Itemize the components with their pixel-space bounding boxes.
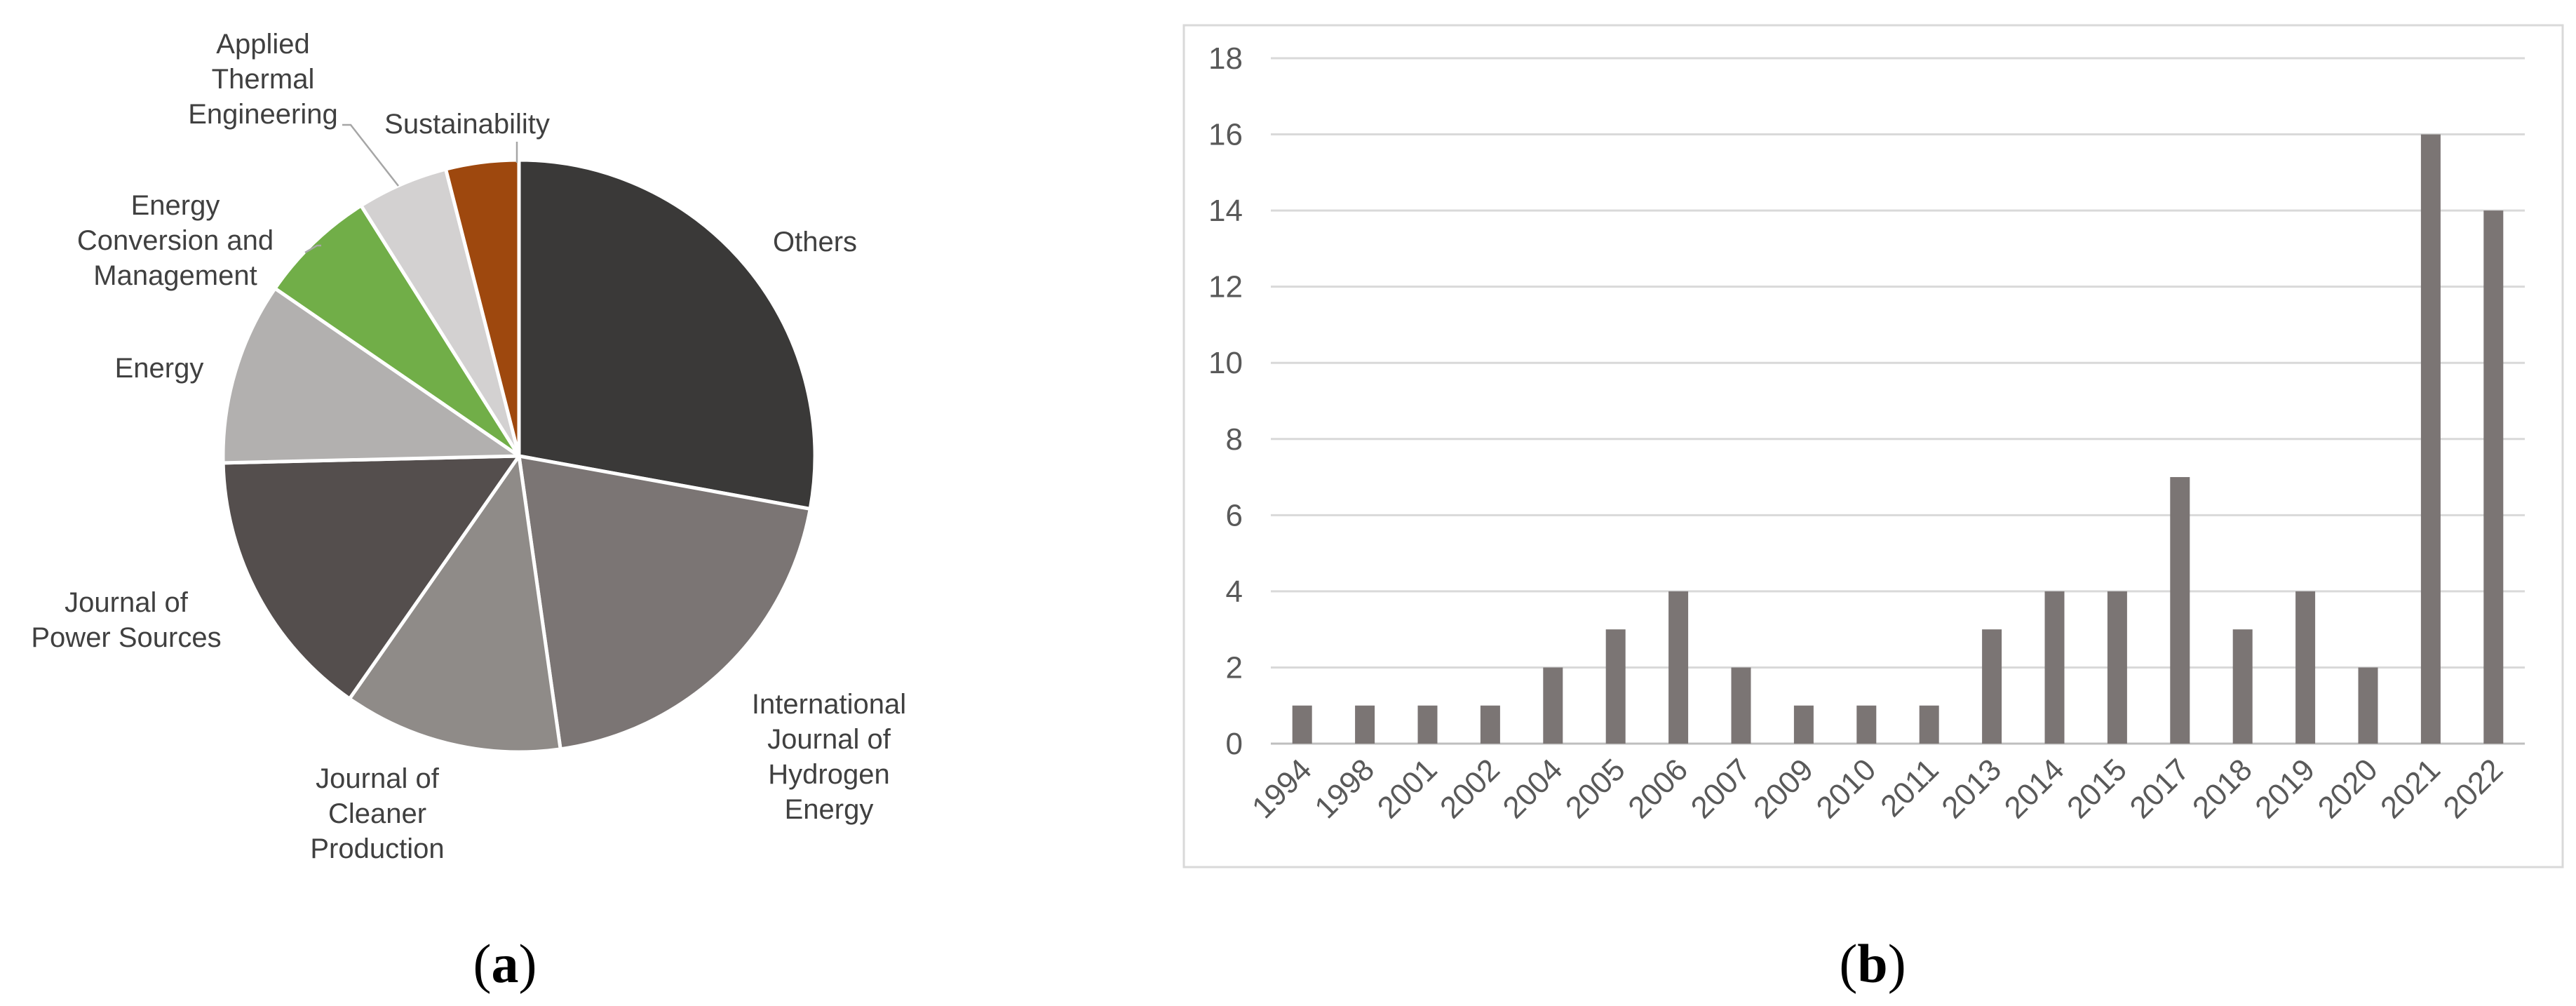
bar-chart: 0246810121416181994199820012002200420052… bbox=[1182, 24, 2564, 868]
y-tick-label-10: 10 bbox=[1208, 346, 1243, 380]
bar-1994 bbox=[1292, 705, 1312, 744]
bar-2018 bbox=[2232, 629, 2253, 744]
bar-2020 bbox=[2358, 667, 2378, 744]
pie-slice-international-journal-of-hydrogen-energy bbox=[517, 454, 812, 751]
caption-a: (a) bbox=[473, 933, 537, 994]
bar-2010 bbox=[1856, 705, 1877, 744]
y-tick-label-4: 4 bbox=[1226, 575, 1243, 609]
bar-2009 bbox=[1793, 705, 1814, 744]
bar-2014 bbox=[2044, 591, 2065, 744]
y-tick-label-8: 8 bbox=[1226, 422, 1243, 457]
pie-label-others: Others bbox=[773, 227, 857, 257]
bar-2005 bbox=[1605, 629, 1626, 744]
bar-2006 bbox=[1668, 591, 1689, 744]
pie-label-international-journal-of-hydrogen-energy: International Journal of Hydrogen Energy bbox=[752, 689, 906, 825]
pie-label-journal-of-cleaner-production: Journal of Cleaner Production bbox=[310, 763, 444, 864]
pie-label-journal-of-power-sources: Journal of Power Sources bbox=[31, 587, 221, 653]
bar-2015 bbox=[2107, 591, 2127, 744]
y-tick-label-12: 12 bbox=[1208, 270, 1243, 304]
y-tick-label-16: 16 bbox=[1208, 118, 1243, 152]
pie-slice-others bbox=[517, 158, 817, 511]
bar-2022 bbox=[2483, 210, 2504, 744]
pie-label-applied-thermal-engineering: Applied Thermal Engineering bbox=[188, 29, 338, 130]
bar-2007 bbox=[1731, 667, 1751, 744]
bar-2011 bbox=[1919, 705, 1939, 744]
pie-label-energy: Energy bbox=[115, 353, 204, 384]
bar-2004 bbox=[1543, 667, 1563, 744]
bar-2013 bbox=[1982, 629, 2002, 744]
pie-label-energy-conversion-and-management: Energy Conversion and Management bbox=[77, 190, 274, 291]
pie-slice-energy bbox=[221, 286, 521, 465]
y-tick-label-0: 0 bbox=[1226, 727, 1243, 761]
bar-2001 bbox=[1417, 705, 1438, 744]
pie-slice-sustainability bbox=[444, 158, 521, 458]
y-tick-label-6: 6 bbox=[1226, 498, 1243, 532]
pie-leader-line-applied-thermal-engineering bbox=[342, 123, 399, 187]
pie-slice-energy-conversion-and-management bbox=[273, 203, 521, 458]
pie-slice-journal-of-cleaner-production bbox=[347, 454, 562, 754]
pie-label-sustainability: Sustainability bbox=[384, 109, 550, 140]
pie-slice-journal-of-power-sources bbox=[221, 454, 521, 701]
pie-chart: Others International Journal of Hydrogen Ene… bbox=[31, 29, 906, 864]
y-tick-label-2: 2 bbox=[1226, 650, 1243, 685]
panel-captions: (a) (b) bbox=[473, 933, 1906, 994]
y-tick-label-14: 14 bbox=[1208, 194, 1243, 228]
caption-b: (b) bbox=[1839, 933, 1906, 994]
bar-2002 bbox=[1480, 705, 1500, 744]
pie-leader-line-energy-conversion-and-management bbox=[304, 244, 321, 254]
y-tick-label-18: 18 bbox=[1208, 41, 1243, 76]
bar-2021 bbox=[2420, 134, 2441, 744]
bar-2017 bbox=[2170, 477, 2190, 744]
bar-2019 bbox=[2295, 591, 2316, 744]
bar-1998 bbox=[1355, 705, 1375, 744]
